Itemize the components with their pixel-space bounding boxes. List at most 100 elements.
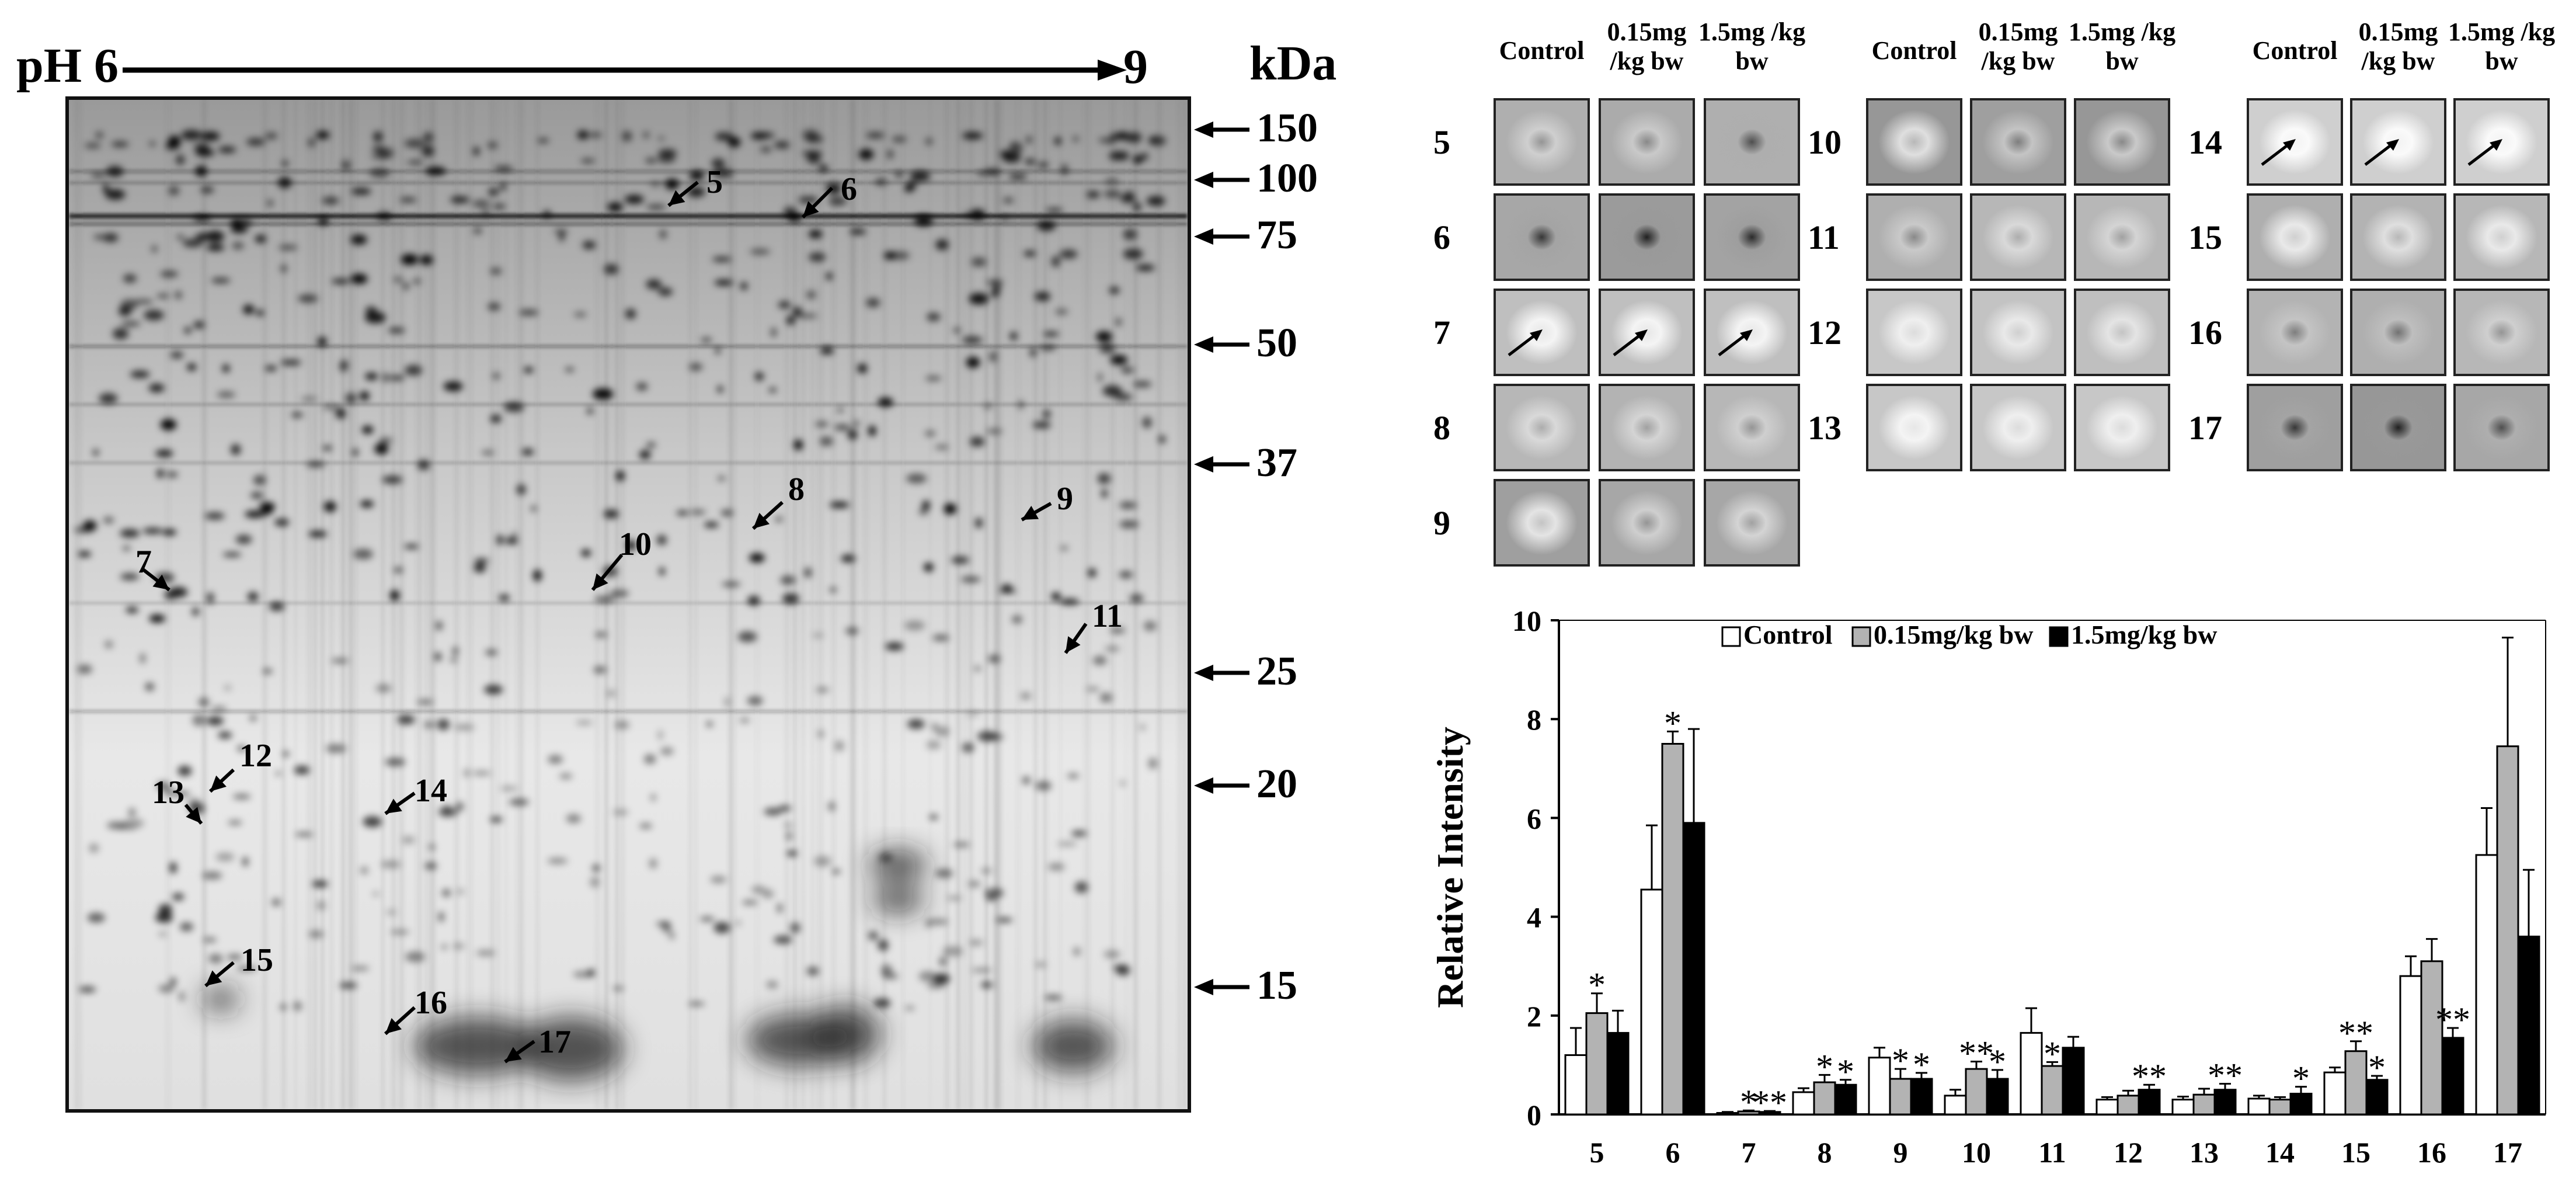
gel-spot xyxy=(490,415,502,423)
gel-spot xyxy=(625,308,636,319)
gel-spot xyxy=(78,986,96,993)
gel-streak xyxy=(1136,100,1139,1109)
gel-spot xyxy=(187,363,197,371)
gel-spot xyxy=(232,242,244,249)
inset-arrow-icon xyxy=(1718,329,1753,356)
gel-spot xyxy=(754,372,764,381)
gel-spot xyxy=(604,263,619,275)
gel-spot xyxy=(452,943,465,950)
gel-spot xyxy=(265,133,278,140)
gel-spot xyxy=(503,402,524,412)
gel-spot xyxy=(162,529,177,536)
gel-streak xyxy=(427,100,433,1109)
x-tick-label: 16 xyxy=(2417,1136,2446,1169)
gel-spot xyxy=(656,535,667,546)
mw-marker-label-100: 100 xyxy=(1256,156,1318,201)
gel-spot xyxy=(120,529,140,538)
gel-spot xyxy=(524,367,534,373)
gel-spot xyxy=(1026,136,1032,144)
gel-spot xyxy=(966,711,980,716)
gel-spot xyxy=(792,307,802,317)
gel-spot xyxy=(918,971,937,982)
gel-spot xyxy=(929,815,938,819)
gel-streak xyxy=(930,100,931,1109)
gel-spot xyxy=(547,857,568,864)
gel-spot xyxy=(1008,143,1024,154)
gel-streak xyxy=(1157,100,1161,1109)
gel-spot xyxy=(774,141,790,149)
gel-spot xyxy=(926,740,941,749)
gel-spot xyxy=(736,920,741,926)
gel-spot xyxy=(106,166,124,178)
gel-spot xyxy=(193,215,211,221)
gel-spot xyxy=(144,310,164,321)
inset-panel-6-2 xyxy=(1599,193,1695,281)
gel-spot xyxy=(276,771,281,776)
gel-spot xyxy=(838,408,843,413)
inset-panel-15-3 xyxy=(2453,193,2550,281)
gel-spot xyxy=(373,892,379,896)
gel-spot xyxy=(932,634,949,641)
gel-spot xyxy=(316,901,326,911)
bar-8-2 xyxy=(1813,1081,1836,1116)
gel-spot xyxy=(688,1002,705,1006)
gel-spot xyxy=(802,151,823,156)
gel-spot xyxy=(308,531,328,537)
bar-17-3 xyxy=(2517,935,2540,1116)
mw-marker-arrowhead-25 xyxy=(1194,665,1213,681)
gel-spot xyxy=(1119,502,1137,509)
gel-spot xyxy=(820,436,833,446)
gel-spot xyxy=(742,900,758,905)
gel-streak xyxy=(262,100,267,1109)
mw-marker-arrowhead-100 xyxy=(1194,172,1213,188)
x-tick-label: 8 xyxy=(1818,1136,1832,1169)
gel-spot xyxy=(259,502,276,510)
gel-spot xyxy=(750,132,768,140)
gel-spot xyxy=(351,966,370,971)
gel-spot xyxy=(482,209,490,216)
gel-spot xyxy=(927,312,941,321)
y-axis-label: Relative Intensity xyxy=(1429,727,1471,1008)
gel-spot xyxy=(281,161,288,166)
gel-spot xyxy=(170,351,184,359)
gel-spot xyxy=(577,130,589,140)
inset-panel-9-3 xyxy=(1704,479,1800,567)
gel-spot xyxy=(206,244,225,251)
gel-spot xyxy=(232,794,251,799)
gel-spot xyxy=(953,328,960,333)
gel-spot xyxy=(942,946,963,957)
gel-streak xyxy=(848,100,854,1109)
gel-spot xyxy=(967,880,981,887)
mw-marker-label-15: 15 xyxy=(1256,963,1297,1008)
inset-row-label-6: 6 xyxy=(1433,218,1450,256)
gel-spot xyxy=(725,697,730,707)
gel-spot xyxy=(689,171,705,180)
gel-spot xyxy=(378,147,394,158)
gel-spot xyxy=(485,649,498,655)
inset-panel-12-3 xyxy=(2074,289,2170,376)
gel-spot xyxy=(291,412,304,418)
gel-spot xyxy=(565,367,575,371)
gel-spot xyxy=(323,501,336,512)
gel-spot xyxy=(868,930,879,941)
gel-spot xyxy=(604,509,619,519)
gel-streak xyxy=(963,100,967,1109)
ph-start-label: pH 6 xyxy=(16,39,119,93)
gel-spot xyxy=(842,554,854,562)
gel-spot xyxy=(434,652,441,662)
gel-spot xyxy=(587,408,593,415)
gel-spot xyxy=(1060,546,1068,550)
gel-spot xyxy=(308,930,324,938)
significance-mark: ** xyxy=(2208,1057,2243,1095)
gel-spot xyxy=(935,239,949,251)
gel-spot xyxy=(636,383,648,391)
gel-spot xyxy=(1002,151,1021,163)
gel-spot xyxy=(711,158,725,169)
gel-spot xyxy=(202,871,222,880)
bar-15-3 xyxy=(2365,1079,2389,1116)
gel-spot xyxy=(246,138,265,146)
gel-spot xyxy=(1044,995,1063,1001)
gel-spot xyxy=(747,596,760,606)
gel-spot xyxy=(687,186,705,197)
legend-swatch-3 xyxy=(2049,626,2069,647)
